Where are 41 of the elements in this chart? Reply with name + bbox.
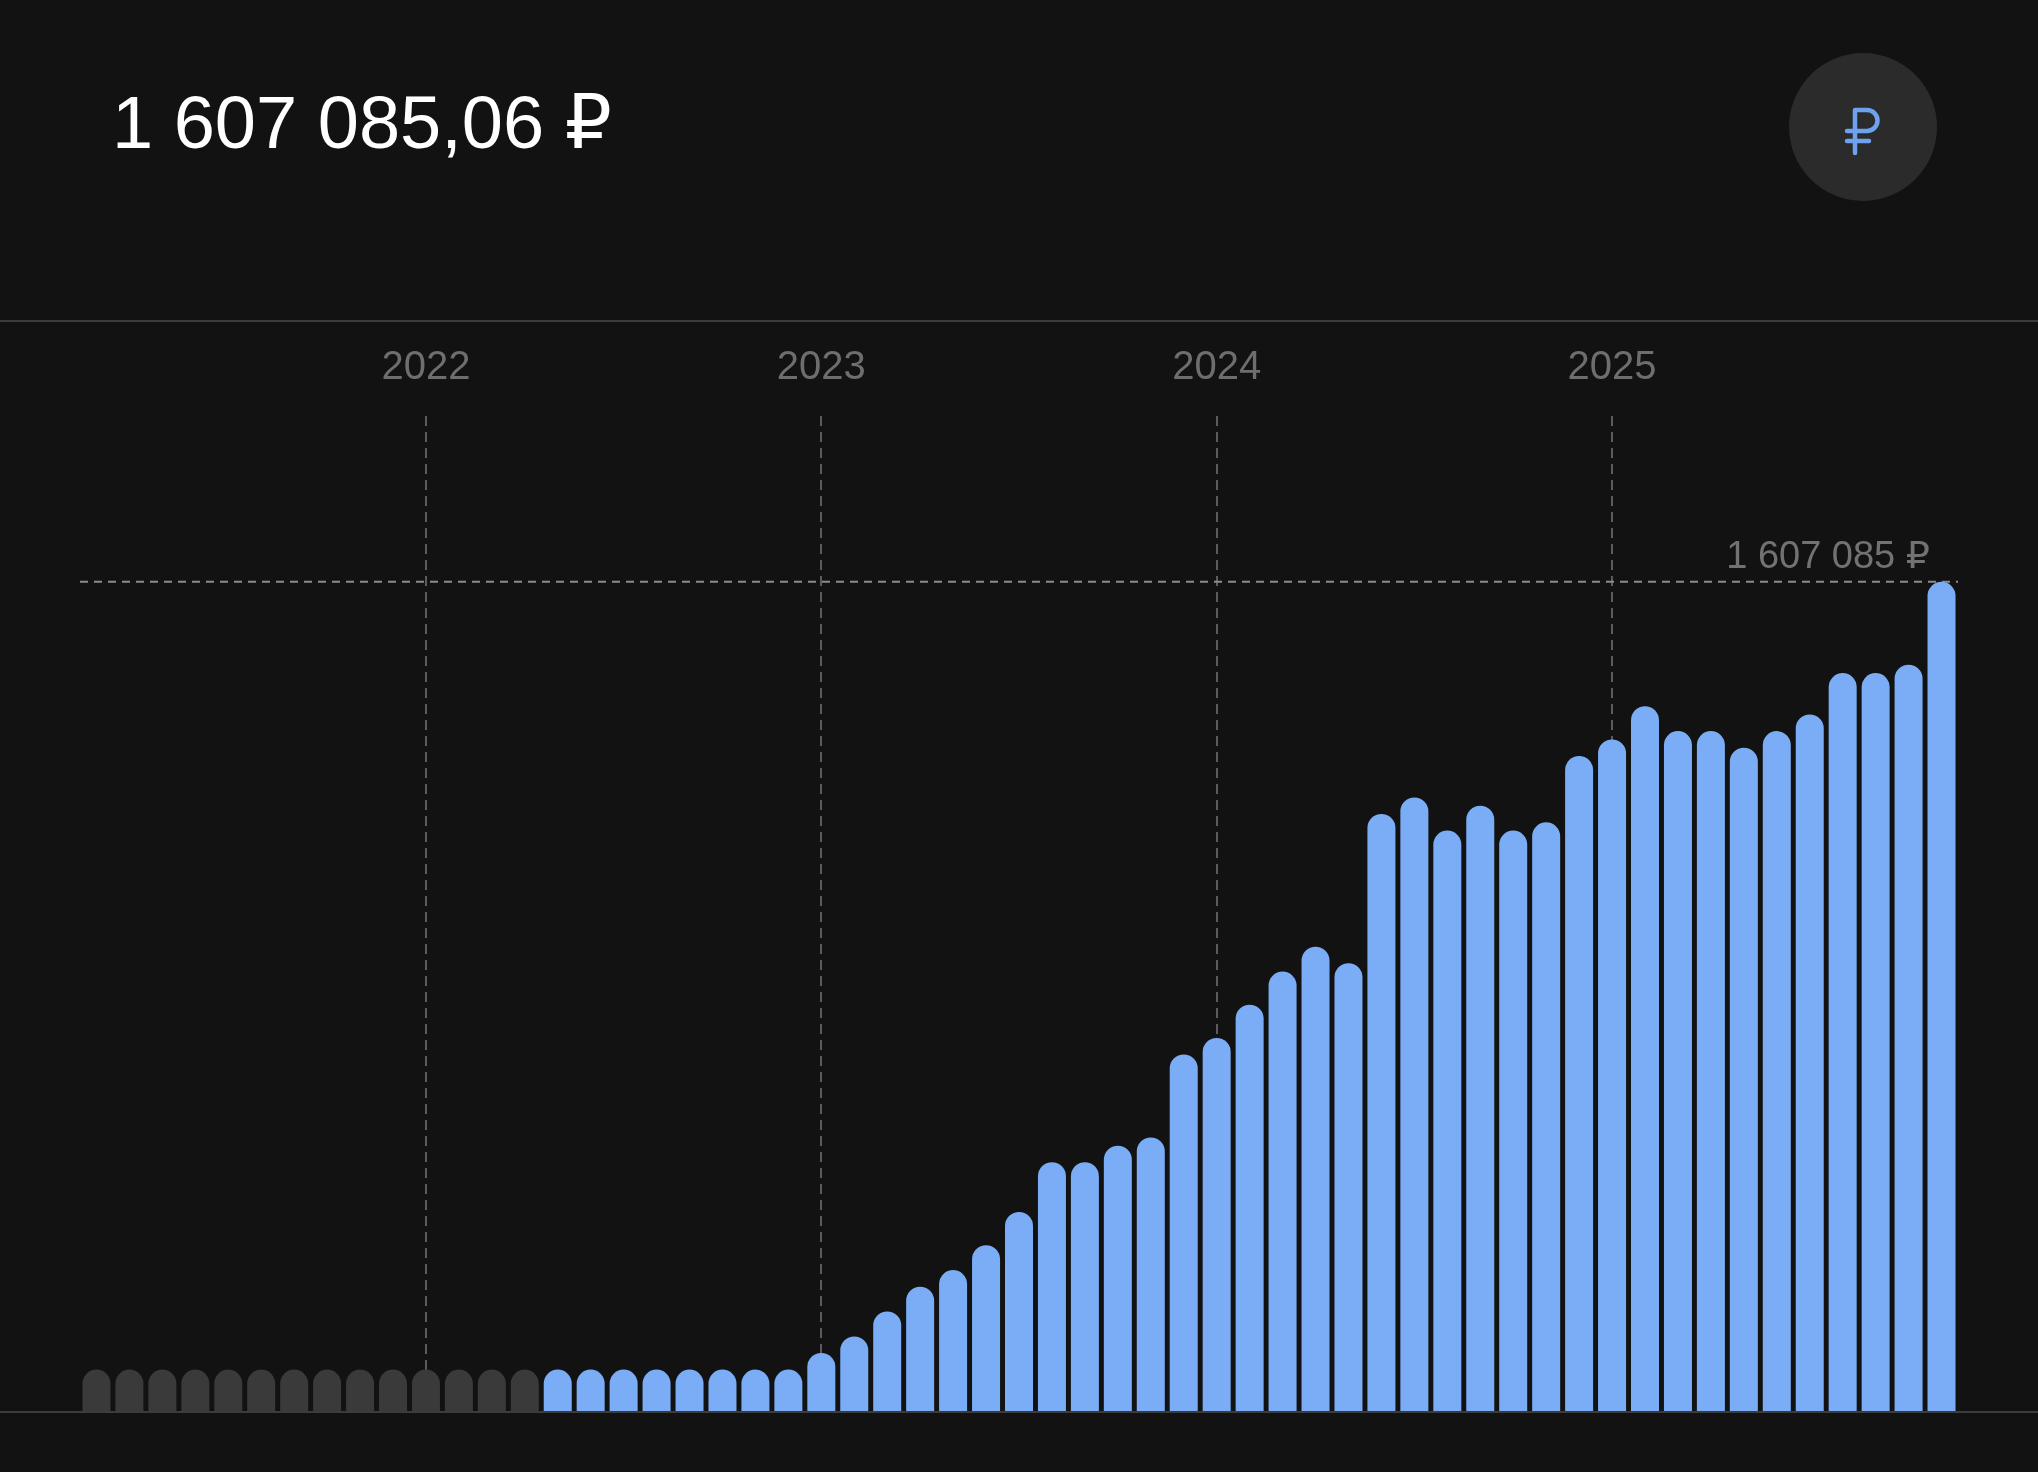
x-tick-label: 2022: [381, 343, 471, 388]
bar: [1828, 673, 1857, 1411]
x-tick-label: 2023: [776, 343, 866, 388]
bar: [1466, 805, 1495, 1411]
x-tick-label: 2025: [1567, 343, 1657, 388]
bar: [1005, 1212, 1033, 1411]
bar: [1663, 731, 1692, 1411]
bar: [1301, 946, 1330, 1411]
bar: [1762, 731, 1791, 1411]
bar: [1103, 1145, 1132, 1411]
bar: [1927, 581, 1956, 1411]
bar: [906, 1286, 935, 1411]
bar: [972, 1245, 1001, 1411]
bar: [1861, 673, 1890, 1411]
bar: [1400, 797, 1429, 1411]
bar: [1565, 755, 1594, 1411]
bar: [807, 1352, 836, 1411]
bar: [1334, 963, 1363, 1411]
bar: [1202, 1037, 1231, 1411]
bar: [1136, 1137, 1165, 1411]
chart-title: 1 607 085,06 ₽: [112, 81, 612, 164]
bar: [840, 1336, 869, 1411]
bar: [1795, 714, 1824, 1411]
bar: [1696, 731, 1725, 1411]
bar: [1037, 1162, 1066, 1411]
bar: [1367, 814, 1396, 1411]
bar: [1598, 739, 1627, 1411]
ref-line-label: 1 607 085 ₽: [1726, 533, 1930, 576]
bar: [1631, 706, 1659, 1411]
bar: [1268, 971, 1297, 1411]
bar: [873, 1311, 902, 1411]
bar: [1532, 822, 1561, 1411]
bar: [1499, 830, 1528, 1411]
bar: [1070, 1162, 1099, 1411]
bar: [1235, 1004, 1264, 1411]
bar: [1433, 830, 1462, 1411]
bar: [939, 1270, 968, 1411]
bar: [1729, 747, 1758, 1411]
x-tick-label: 2024: [1172, 343, 1262, 388]
bar: [1894, 664, 1923, 1411]
bar: [1169, 1054, 1198, 1411]
